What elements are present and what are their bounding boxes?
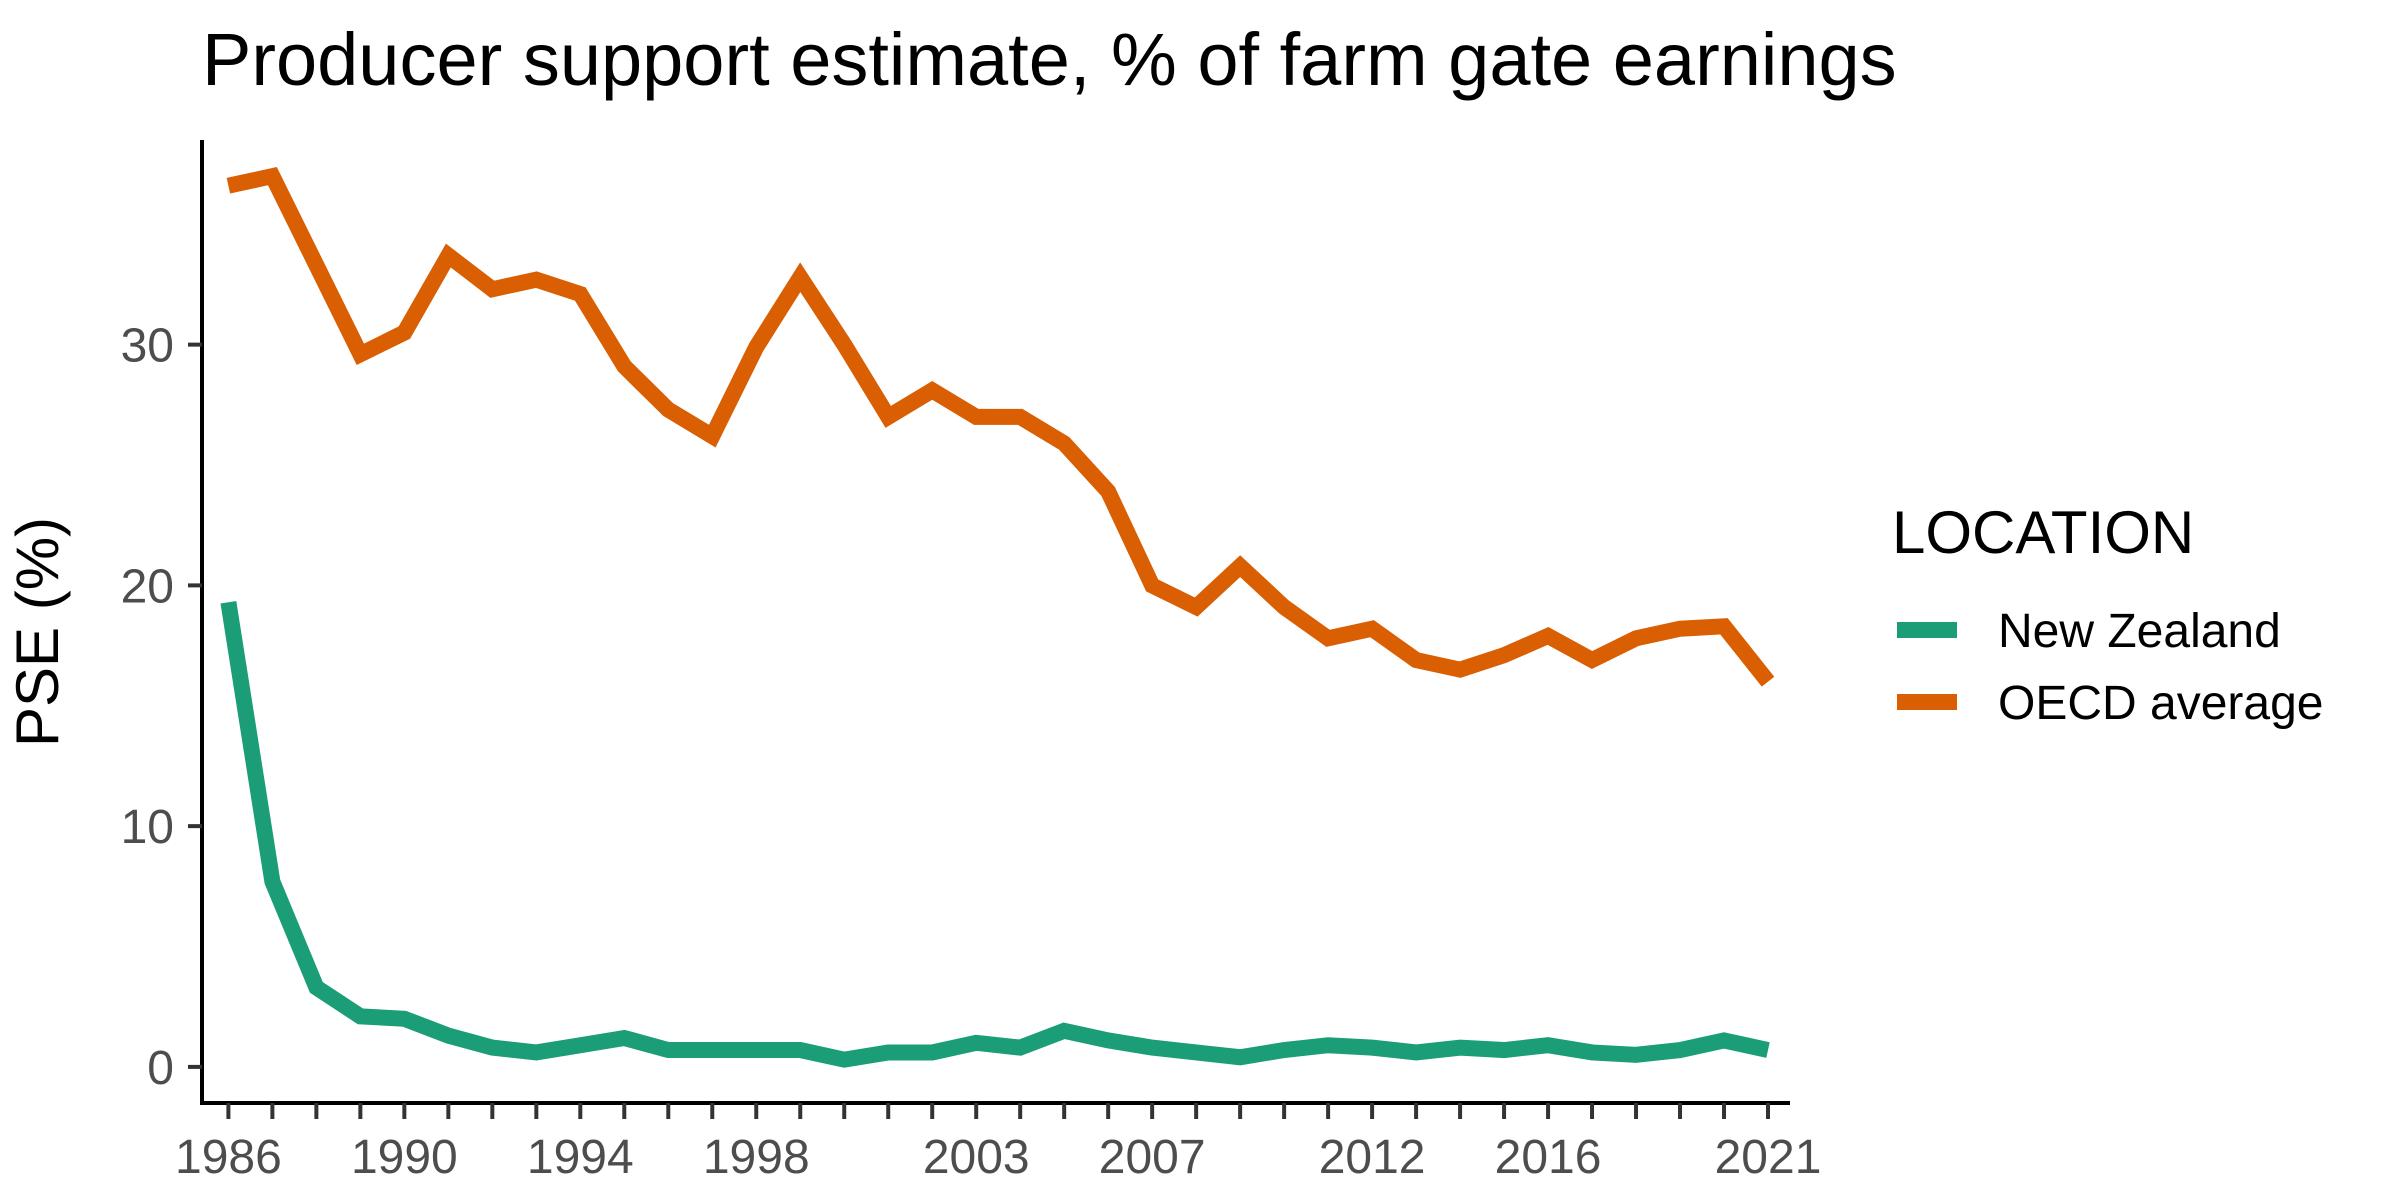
x-tick-label: 1998 xyxy=(703,1131,810,1184)
y-axis-title: PSE (%) xyxy=(4,517,71,747)
x-tick-label: 2012 xyxy=(1319,1131,1426,1184)
x-tick-label: 1986 xyxy=(175,1131,282,1184)
y-tick-label: 0 xyxy=(147,1042,174,1095)
x-tick-label: 1994 xyxy=(527,1131,634,1184)
series-line-new-zealand xyxy=(220,600,1770,1068)
legend-items: New Zealand OECD average xyxy=(1897,605,2323,730)
y-tick-label: 20 xyxy=(121,560,174,613)
x-tick-label: 2003 xyxy=(923,1131,1030,1184)
x-tick-label: 2007 xyxy=(1099,1131,1206,1184)
legend-title: LOCATION xyxy=(1892,499,2194,566)
chart-title: Producer support estimate, % of farm gat… xyxy=(202,18,1897,101)
legend-label: OECD average xyxy=(1998,677,2323,730)
legend-label: New Zealand xyxy=(1998,605,2281,658)
plot-area xyxy=(220,166,1775,1068)
x-tick-label: 2016 xyxy=(1495,1131,1602,1184)
y-tick-label: 10 xyxy=(121,801,174,854)
y-tick-label: 30 xyxy=(121,320,174,373)
series-line-oecd-average xyxy=(226,166,1775,687)
legend: LOCATION New Zealand OECD average xyxy=(1892,499,2323,730)
x-tick-label: 2021 xyxy=(1715,1131,1822,1184)
x-tick-label: 1990 xyxy=(351,1131,458,1184)
y-axis-ticks: 0 10 20 30 xyxy=(121,320,202,1095)
x-axis-ticks: 1986 1990 1994 1998 2003 2007 2012 2016 2021 xyxy=(175,1103,1821,1184)
